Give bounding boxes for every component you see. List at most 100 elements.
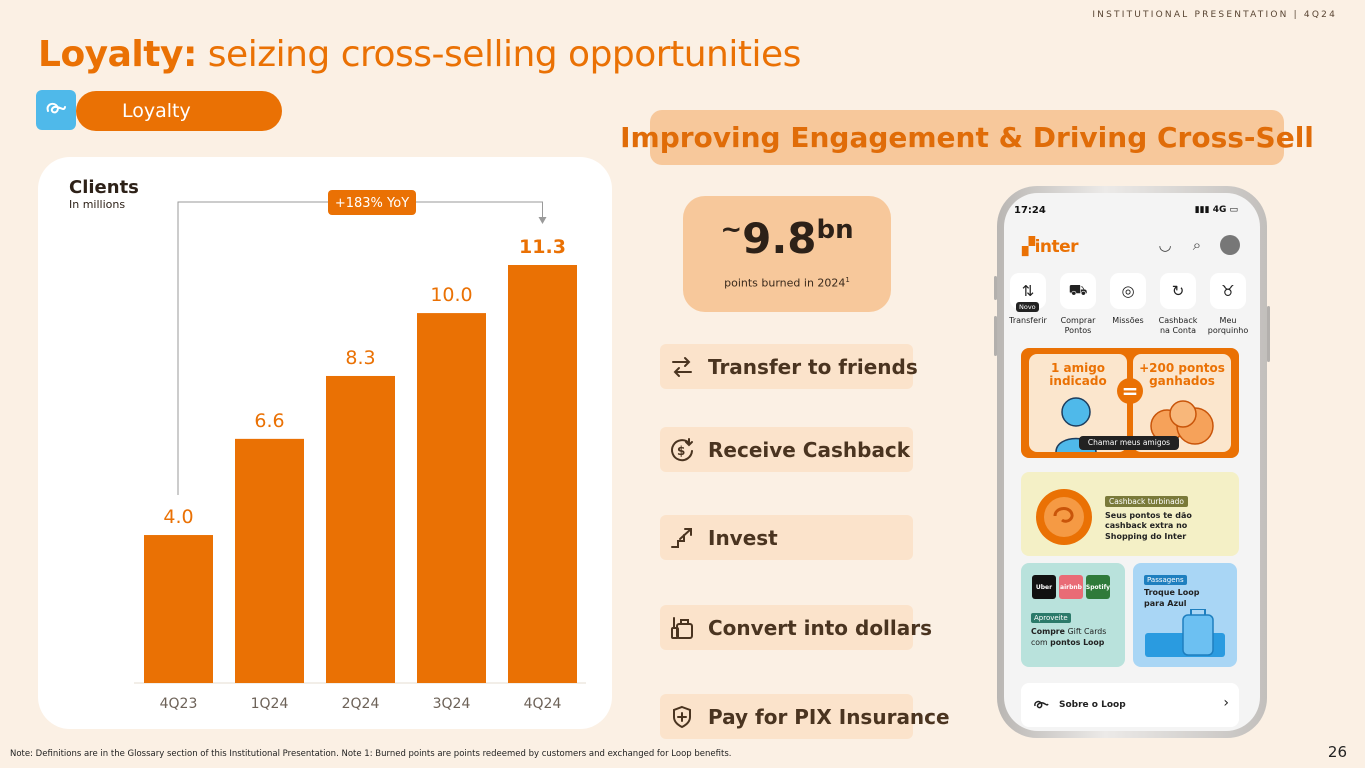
x-tick-label: 2Q24 bbox=[342, 696, 380, 712]
search-icon[interactable]: ⌕ bbox=[1192, 236, 1202, 254]
stat-unit: bn bbox=[816, 215, 854, 245]
shield-plus-icon bbox=[669, 704, 695, 730]
phone-volume-button bbox=[994, 316, 997, 356]
referral-right-panel: +200 pontos ganhados bbox=[1133, 354, 1231, 452]
piggy-bank-icon: ♉ bbox=[1210, 273, 1246, 309]
flights-text: Troque Loop para Azul bbox=[1144, 588, 1200, 608]
referral-promo-card[interactable]: 1 amigo indicado +200 pontos ganhados = … bbox=[1021, 348, 1239, 458]
loop-icon bbox=[1033, 696, 1049, 715]
feature-label: Transfer to friends bbox=[708, 354, 918, 379]
spotify-logo: Spotify bbox=[1086, 575, 1110, 599]
avatar[interactable] bbox=[1220, 235, 1240, 255]
page-title-bold: Loyalty: bbox=[38, 34, 197, 75]
bar-2q24 bbox=[326, 375, 395, 683]
cashback-icon: ↻ bbox=[1160, 273, 1196, 309]
cashback-badge: Cashback turbinado bbox=[1105, 496, 1189, 507]
brand-tiles: Uber airbnb Spotify bbox=[1032, 575, 1110, 599]
stat-prefix: ~ bbox=[720, 215, 743, 245]
data-label: 6.6 bbox=[254, 410, 284, 432]
bar-3q24 bbox=[417, 313, 486, 683]
data-label: 8.3 bbox=[345, 347, 375, 369]
invite-friends-button[interactable]: Chamar meus amigos bbox=[1079, 436, 1179, 450]
quick-action-comprar-pontos[interactable]: ⛟ Comprar Pontos bbox=[1060, 273, 1096, 335]
quick-action-transferir[interactable]: ⇅ Novo Transferir bbox=[1009, 273, 1047, 335]
quick-action-missoes[interactable]: ◎ Missões bbox=[1110, 273, 1146, 335]
section-tag: Loyalty bbox=[76, 91, 282, 131]
feature-label: Receive Cashback bbox=[708, 437, 911, 462]
referral-left-text: 1 amigo indicado bbox=[1049, 361, 1107, 389]
flights-promo-card[interactable]: Passagens Troque Loop para Azul bbox=[1133, 563, 1237, 667]
page-title-rest: seizing cross-selling opportunities bbox=[196, 34, 802, 75]
new-badge: Novo bbox=[1016, 302, 1039, 312]
stat-value: ~9.8bn bbox=[683, 214, 891, 263]
x-tick-label: 4Q24 bbox=[524, 696, 562, 712]
cashback-text: Seus pontos te dão cashback extra no Sho… bbox=[1105, 511, 1192, 541]
phone-power-button bbox=[1267, 306, 1270, 362]
clients-bar-chart: 4.0 4Q23 6.6 1Q24 8.3 2Q24 10.0 3Q24 11.3 4Q24 +18… bbox=[134, 190, 586, 712]
yoy-badge-label: +183% YoY bbox=[335, 196, 409, 211]
target-icon: ◎ bbox=[1110, 273, 1146, 309]
yoy-arrow-icon bbox=[538, 217, 547, 224]
feature-label: Pay for PIX Insurance bbox=[708, 704, 950, 729]
feature-invest: Invest bbox=[660, 515, 913, 560]
stat-label-text: points burned in 2024 bbox=[724, 276, 846, 290]
svg-text:$: $ bbox=[677, 444, 685, 458]
bar-4q24 bbox=[508, 265, 577, 683]
giftcard-text-post: com bbox=[1031, 637, 1051, 647]
feature-label: Invest bbox=[708, 525, 778, 550]
bar-1q24 bbox=[235, 438, 304, 683]
network-label: 4G bbox=[1212, 205, 1227, 215]
feature-label: Convert into dollars bbox=[708, 615, 933, 640]
stat-number: 9.8 bbox=[742, 214, 817, 263]
luggage-icon bbox=[669, 615, 695, 641]
chart-title: Clients bbox=[69, 177, 139, 198]
status-time: 17:24 bbox=[1014, 205, 1046, 216]
data-label: 10.0 bbox=[430, 284, 472, 306]
about-loop-label: Sobre o Loop bbox=[1059, 700, 1126, 710]
giftcard-promo-card[interactable]: Uber airbnb Spotify Aproveite Compre Gif… bbox=[1021, 563, 1125, 667]
clients-chart-card: 4.0 4Q23 6.6 1Q24 8.3 2Q24 10.0 3Q24 11.3 4Q24 +18… bbox=[38, 157, 612, 729]
quick-action-porquinho[interactable]: ♉ Meu porquinho bbox=[1208, 273, 1248, 335]
app-top-icons: ◡ ⌕ bbox=[1156, 235, 1240, 255]
data-label: 11.3 bbox=[519, 236, 566, 258]
eye-closed-icon[interactable]: ◡ bbox=[1158, 236, 1172, 254]
chevron-right-icon: › bbox=[1223, 695, 1229, 711]
coin-illustration bbox=[1036, 489, 1092, 545]
inter-logo: ▞inter bbox=[1022, 237, 1079, 257]
yoy-badge bbox=[328, 190, 416, 215]
stairs-up-icon bbox=[669, 525, 695, 551]
stat-label: points burned in 20241 bbox=[683, 276, 891, 290]
stat-note-ref: 1 bbox=[845, 276, 850, 284]
phone-side-button bbox=[994, 276, 997, 300]
flights-badge: Passagens bbox=[1144, 575, 1187, 585]
referral-right-text: +200 pontos ganhados bbox=[1139, 361, 1225, 389]
uber-logo: Uber bbox=[1032, 575, 1056, 599]
points-burned-stat: ~9.8bn points burned in 20241 bbox=[683, 196, 891, 312]
page-title: Loyalty: seizing cross-selling opportuni… bbox=[38, 34, 801, 75]
cashback-promo-card[interactable]: Cashback turbinado Seus pontos te dão ca… bbox=[1021, 472, 1239, 556]
chart-subtitle: In millions bbox=[69, 198, 126, 211]
about-loop-row[interactable]: Sobre o Loop › bbox=[1021, 683, 1239, 727]
feature-receive-cashback: $ Receive Cashback bbox=[660, 427, 913, 472]
giftcard-text-bold: pontos Loop bbox=[1050, 637, 1105, 647]
transfer-arrows-icon bbox=[669, 354, 695, 380]
referral-left-panel: 1 amigo indicado bbox=[1029, 354, 1127, 452]
airbnb-logo: airbnb bbox=[1059, 575, 1083, 599]
quick-action-label: Transferir bbox=[1009, 316, 1047, 325]
feature-convert-into-dollars: Convert into dollars bbox=[660, 605, 932, 650]
feature-transfer-to-friends: Transfer to friends bbox=[660, 344, 918, 389]
phone-screen: 17:24 ▮▮▮ 4G ▭ ▞inter ◡ ⌕ ⇅ Novo Transfe… bbox=[1004, 193, 1260, 731]
cashback-coin-icon: $ bbox=[669, 437, 695, 463]
inter-brand-text: inter bbox=[1034, 237, 1079, 257]
quick-action-label: Comprar Pontos bbox=[1060, 316, 1096, 335]
suitcase-illustration bbox=[1145, 609, 1225, 657]
page-number: 26 bbox=[1327, 743, 1347, 761]
quick-actions: ⇅ Novo Transferir ⛟ Comprar Pontos ◎ Mis… bbox=[1009, 273, 1248, 335]
giftcard-text-mid: Gift Cards bbox=[1067, 627, 1107, 636]
footnote: Note: Definitions are in the Glossary se… bbox=[10, 749, 732, 759]
quick-action-cashback[interactable]: ↻ Cashback na Conta bbox=[1159, 273, 1197, 335]
engagement-banner: Improving Engagement & Driving Cross-Sel… bbox=[620, 110, 1314, 165]
giftcard-text: Compre Gift Cards com pontos Loop bbox=[1031, 627, 1106, 648]
quick-action-label: Cashback na Conta bbox=[1158, 316, 1198, 335]
coins-illustration bbox=[1150, 400, 1214, 445]
